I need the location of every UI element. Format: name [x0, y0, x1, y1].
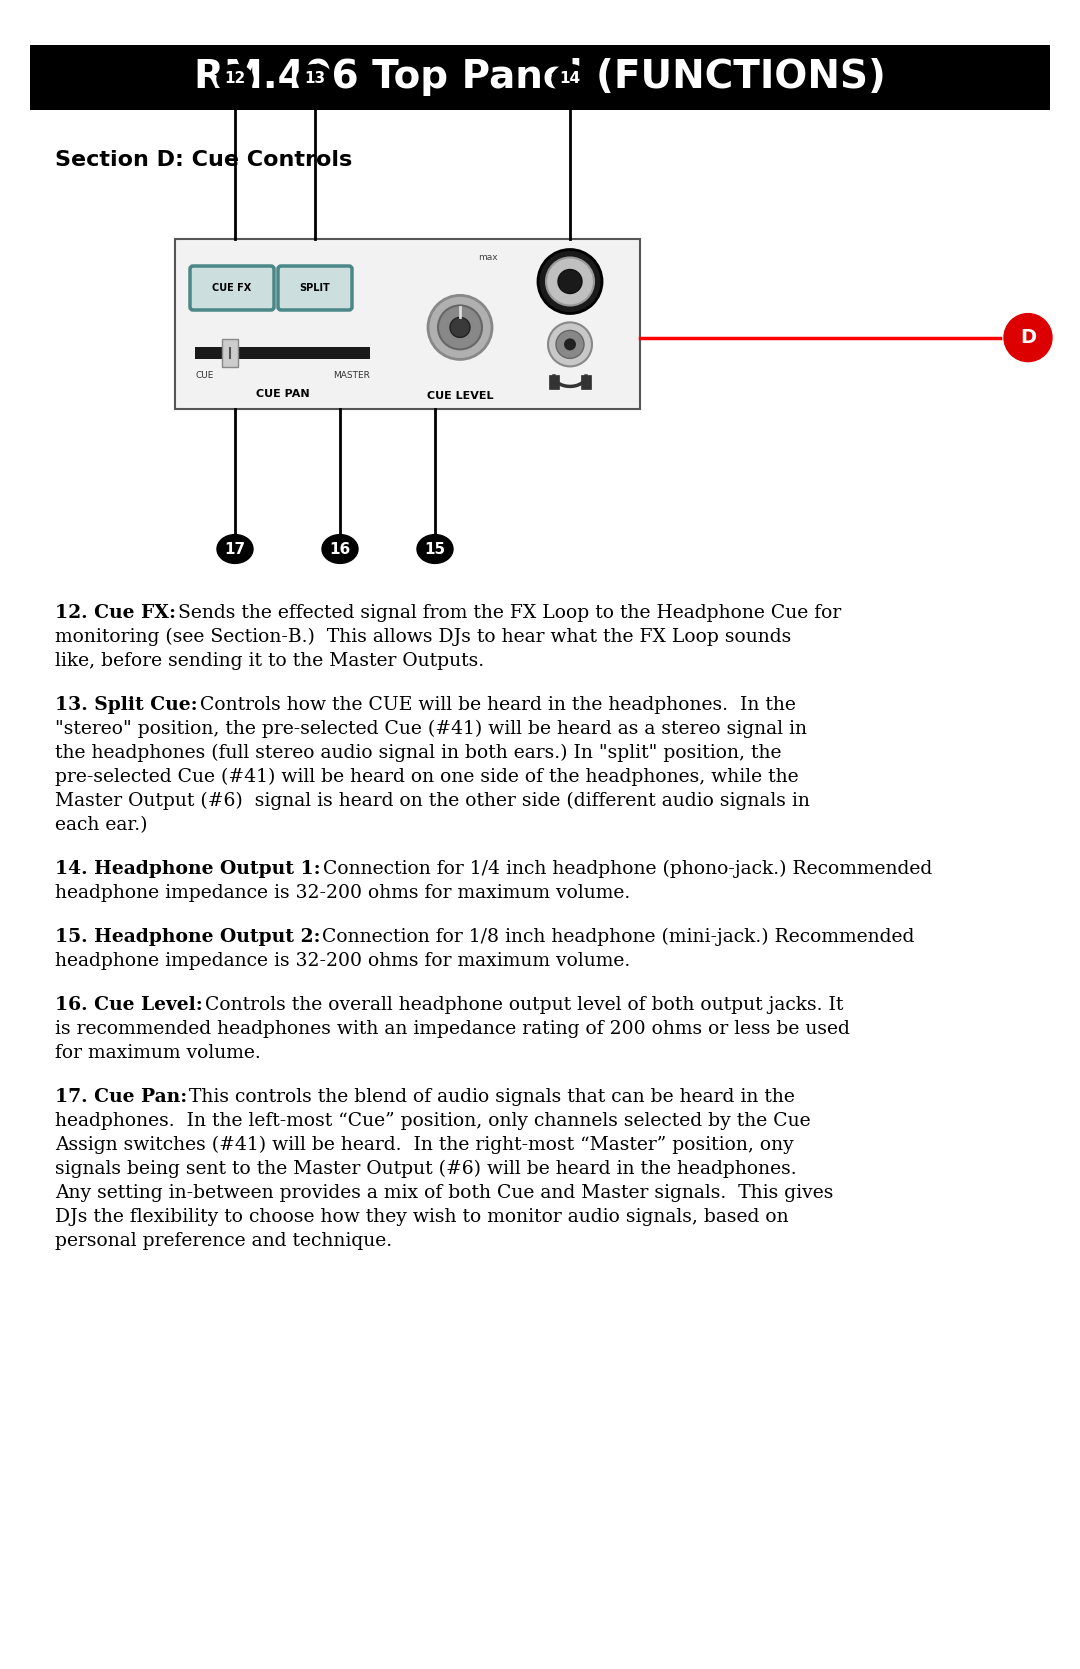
Text: headphone impedance is 32-200 ohms for maximum volume.: headphone impedance is 32-200 ohms for m… — [55, 885, 631, 901]
Ellipse shape — [417, 534, 453, 564]
Text: "stereo" position, the pre-selected Cue (#41) will be heard as a stereo signal i: "stereo" position, the pre-selected Cue … — [55, 719, 807, 738]
Text: CUE LEVEL: CUE LEVEL — [427, 391, 494, 401]
Circle shape — [546, 257, 594, 305]
Circle shape — [438, 305, 482, 349]
Circle shape — [558, 269, 582, 294]
Text: 17. Cue Pan:: 17. Cue Pan: — [55, 1088, 187, 1107]
Circle shape — [1004, 314, 1052, 362]
Text: 15. Headphone Output 2:: 15. Headphone Output 2: — [55, 928, 321, 946]
Text: Assign switches (#41) will be heard.  In the right-most “Master” position, ony: Assign switches (#41) will be heard. In … — [55, 1137, 794, 1155]
Text: Controls the overall headphone output level of both output jacks. It: Controls the overall headphone output le… — [205, 996, 843, 1015]
Text: Sends the effected signal from the FX Loop to the Headphone Cue for: Sends the effected signal from the FX Lo… — [178, 604, 841, 623]
Text: for maximum volume.: for maximum volume. — [55, 1045, 260, 1061]
Text: 17: 17 — [225, 541, 245, 556]
Text: Any setting in-between provides a mix of both Cue and Master signals.  This give: Any setting in-between provides a mix of… — [55, 1183, 834, 1202]
Text: is recommended headphones with an impedance rating of 200 ohms or less be used: is recommended headphones with an impeda… — [55, 1020, 850, 1038]
Text: This controls the blend of audio signals that can be heard in the: This controls the blend of audio signals… — [189, 1088, 795, 1107]
Bar — [581, 376, 591, 389]
Text: 13: 13 — [305, 72, 325, 87]
Text: Connection for 1/4 inch headphone (phono-jack.) Recommended: Connection for 1/4 inch headphone (phono… — [323, 860, 932, 878]
Text: CUE FX: CUE FX — [213, 284, 252, 294]
Text: 14. Headphone Output 1:: 14. Headphone Output 1: — [55, 860, 321, 878]
Ellipse shape — [297, 65, 333, 93]
Bar — [222, 339, 238, 367]
Text: 15: 15 — [424, 541, 446, 556]
Text: personal preference and technique.: personal preference and technique. — [55, 1232, 392, 1250]
FancyBboxPatch shape — [278, 265, 352, 310]
Circle shape — [428, 295, 492, 359]
FancyBboxPatch shape — [190, 265, 274, 310]
Text: headphone impedance is 32-200 ohms for maximum volume.: headphone impedance is 32-200 ohms for m… — [55, 951, 631, 970]
Ellipse shape — [217, 65, 253, 93]
Bar — [195, 347, 370, 359]
Text: Section D: Cue Controls: Section D: Cue Controls — [55, 150, 352, 170]
Circle shape — [564, 339, 576, 350]
Text: D: D — [1020, 329, 1036, 347]
Text: 12. Cue FX:: 12. Cue FX: — [55, 604, 176, 623]
Circle shape — [450, 317, 470, 337]
Text: DJs the flexibility to choose how they wish to monitor audio signals, based on: DJs the flexibility to choose how they w… — [55, 1208, 788, 1227]
Text: Controls how the CUE will be heard in the headphones.  In the: Controls how the CUE will be heard in th… — [200, 696, 796, 714]
Text: 16: 16 — [329, 541, 351, 556]
Circle shape — [548, 322, 592, 367]
Text: RM.406 Top Panel (FUNCTIONS): RM.406 Top Panel (FUNCTIONS) — [194, 58, 886, 97]
Text: MASTER: MASTER — [333, 371, 370, 381]
Text: CUE PAN: CUE PAN — [256, 389, 309, 399]
Text: pre-selected Cue (#41) will be heard on one side of the headphones, while the: pre-selected Cue (#41) will be heard on … — [55, 768, 798, 786]
Ellipse shape — [217, 534, 253, 564]
Text: Connection for 1/8 inch headphone (mini-jack.) Recommended: Connection for 1/8 inch headphone (mini-… — [323, 928, 915, 946]
Text: SPLIT: SPLIT — [299, 284, 330, 294]
Text: like, before sending it to the Master Outputs.: like, before sending it to the Master Ou… — [55, 653, 484, 669]
Bar — [549, 376, 559, 389]
Text: CUE: CUE — [195, 371, 214, 381]
Text: max: max — [478, 254, 498, 262]
Circle shape — [556, 330, 584, 359]
Text: 12: 12 — [225, 72, 245, 87]
Text: Master Output (#6)  signal is heard on the other side (different audio signals i: Master Output (#6) signal is heard on th… — [55, 793, 810, 809]
Ellipse shape — [552, 65, 588, 93]
Circle shape — [538, 249, 602, 314]
Text: 13. Split Cue:: 13. Split Cue: — [55, 696, 198, 714]
Text: the headphones (full stereo audio signal in both ears.) In "split" position, the: the headphones (full stereo audio signal… — [55, 744, 782, 763]
Text: each ear.): each ear.) — [55, 816, 148, 834]
Text: monitoring (see Section-B.)  This allows DJs to hear what the FX Loop sounds: monitoring (see Section-B.) This allows … — [55, 628, 792, 646]
Text: headphones.  In the left-most “Cue” position, only channels selected by the Cue: headphones. In the left-most “Cue” posit… — [55, 1112, 811, 1130]
Ellipse shape — [322, 534, 357, 564]
Text: 16. Cue Level:: 16. Cue Level: — [55, 996, 203, 1015]
Text: signals being sent to the Master Output (#6) will be heard in the headphones.: signals being sent to the Master Output … — [55, 1160, 802, 1178]
Text: 14: 14 — [559, 72, 581, 87]
Bar — [30, 45, 1050, 110]
Bar — [175, 239, 640, 409]
